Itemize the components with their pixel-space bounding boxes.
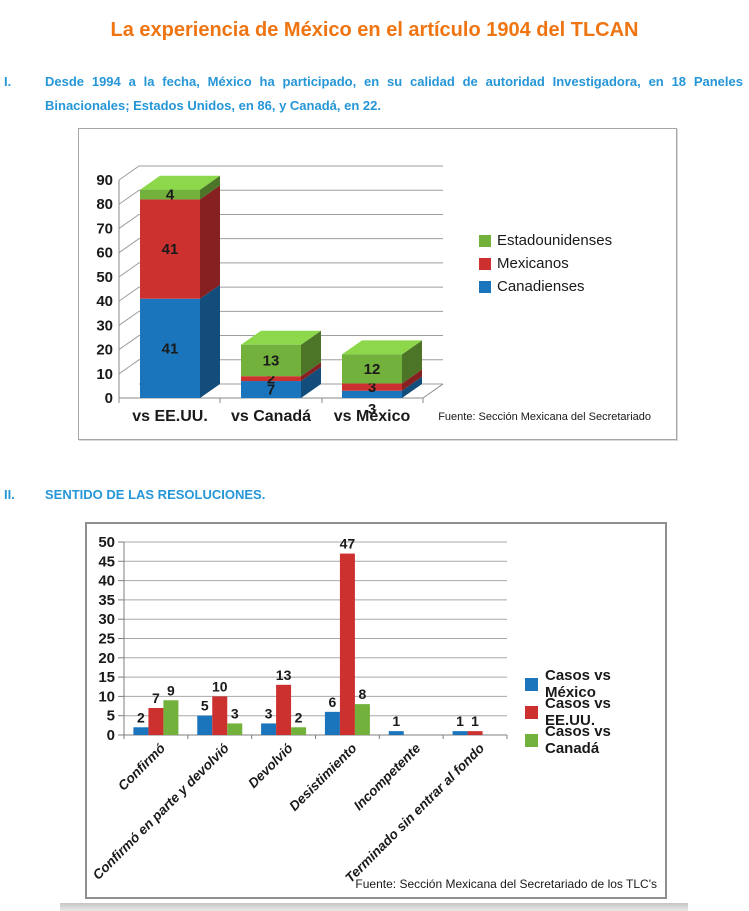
svg-text:47: 47 [340,536,356,552]
svg-text:Confirmó en parte y devolvió: Confirmó en parte y devolvió [90,741,232,883]
section-2-heading: SENTIDO DE LAS RESOLUCIONES. [45,487,266,502]
svg-text:60: 60 [96,245,113,262]
svg-text:Devolvió: Devolvió [245,741,295,791]
svg-text:vs México: vs México [334,408,411,425]
svg-text:20: 20 [96,342,113,359]
svg-text:7: 7 [267,382,275,399]
svg-text:40: 40 [98,573,115,590]
legend-swatch-icon [525,677,538,691]
svg-text:3: 3 [265,705,273,721]
svg-text:5: 5 [201,698,209,714]
svg-text:12: 12 [364,361,381,378]
section-1: I. Desde 1994 a la fecha, México ha part… [4,70,743,118]
resolutions-chart-legend: Casos vs México Casos vs EE.UU. Casos vs C… [525,667,665,757]
section-2: II. SENTIDO DE LAS RESOLUCIONES. [4,483,743,507]
svg-text:9: 9 [167,682,175,698]
legend-label: Casos vs México [545,667,611,701]
svg-text:41: 41 [162,340,179,357]
legend-item: Casos vs EE.UU. [525,695,665,729]
panels-3d-stacked-bar-chart: 0 10 20 30 40 50 60 70 80 90 41 41 4 vs EE.UU. 72 13 vs … [96,165,444,425]
svg-text:5: 5 [107,708,115,725]
svg-text:50: 50 [96,269,113,286]
svg-text:7: 7 [152,690,160,706]
legend-item: Casos vs México [525,667,665,701]
section-2-numeral: II. [4,487,15,502]
svg-text:15: 15 [98,669,115,686]
panels-chart-frame: 0 10 20 30 40 50 60 70 80 90 41 41 4 vs EE.UU. 7 2 13 vs … [78,128,677,440]
svg-text:Confirmó: Confirmó [115,741,168,794]
legend-item: Mexicanos [479,252,612,275]
svg-text:1: 1 [456,713,464,729]
svg-text:vs EE.UU.: vs EE.UU. [132,408,208,425]
svg-text:Terminado sin entrar al fondo: Terminado sin entrar al fondo [342,741,487,886]
legend-swatch-icon [479,280,491,293]
legend-label: Estadounidenses [497,232,613,249]
svg-text:13: 13 [263,352,280,369]
legend-item: Canadienses [479,275,612,298]
svg-text:50: 50 [98,534,115,551]
svg-text:10: 10 [98,688,115,705]
svg-text:30: 30 [98,611,115,628]
svg-text:40: 40 [96,293,113,310]
svg-text:Incompetente: Incompetente [351,740,424,813]
legend-label: Mexicanos [497,255,569,272]
svg-text:0: 0 [107,727,115,744]
svg-text:20: 20 [98,650,115,667]
panels-chart-legend: Estadounidenses Mexicanos Canadienses [479,229,612,298]
svg-text:13: 13 [276,667,292,683]
svg-text:0: 0 [105,390,113,407]
svg-text:Desistimiento: Desistimiento [286,741,359,814]
svg-text:41: 41 [162,241,179,258]
svg-text:1: 1 [392,713,400,729]
panels-chart-source: Fuente: Sección Mexicana del Secretariad… [438,411,651,423]
svg-text:1: 1 [471,713,479,729]
svg-text:70: 70 [96,220,113,237]
resolutions-chart-frame: 0 5 10 15 20 25 30 35 40 45 50 2 7 9 Confirmó 5 10 3 Confi… [85,522,667,899]
svg-text:10: 10 [212,678,228,694]
svg-text:80: 80 [96,196,113,213]
legend-item: Casos vs Canadá [525,723,665,757]
legend-swatch-icon [525,705,538,719]
svg-text:35: 35 [98,592,115,609]
svg-text:2: 2 [267,371,275,388]
svg-text:3: 3 [368,379,376,396]
section-1-text: Desde 1994 a la fecha, México ha partici… [45,74,743,113]
legend-item: Estadounidenses [479,229,612,252]
resolutions-chart-source: Fuente: Sección Mexicana del Secretariad… [355,877,657,891]
legend-swatch-icon [479,234,491,247]
page-break-shadow [60,903,688,911]
svg-text:30: 30 [96,317,113,334]
legend-swatch-icon [525,733,538,747]
legend-swatch-icon [479,257,491,270]
svg-text:90: 90 [96,172,113,189]
svg-text:3: 3 [231,705,239,721]
svg-text:45: 45 [98,553,115,570]
legend-label: Casos vs EE.UU. [545,695,611,729]
svg-text:6: 6 [329,694,337,710]
section-1-numeral: I. [4,74,12,89]
svg-text:8: 8 [359,686,367,702]
svg-text:3: 3 [368,401,376,418]
svg-text:4: 4 [166,187,175,204]
svg-text:10: 10 [96,366,113,383]
svg-text:2: 2 [137,709,145,725]
legend-label: Casos vs Canadá [545,723,611,757]
legend-label: Canadienses [497,278,585,295]
page-title: La experiencia de México en el artículo … [110,19,639,42]
svg-text:vs Canadá: vs Canadá [231,408,311,425]
svg-text:2: 2 [295,709,303,725]
svg-text:25: 25 [98,631,115,648]
